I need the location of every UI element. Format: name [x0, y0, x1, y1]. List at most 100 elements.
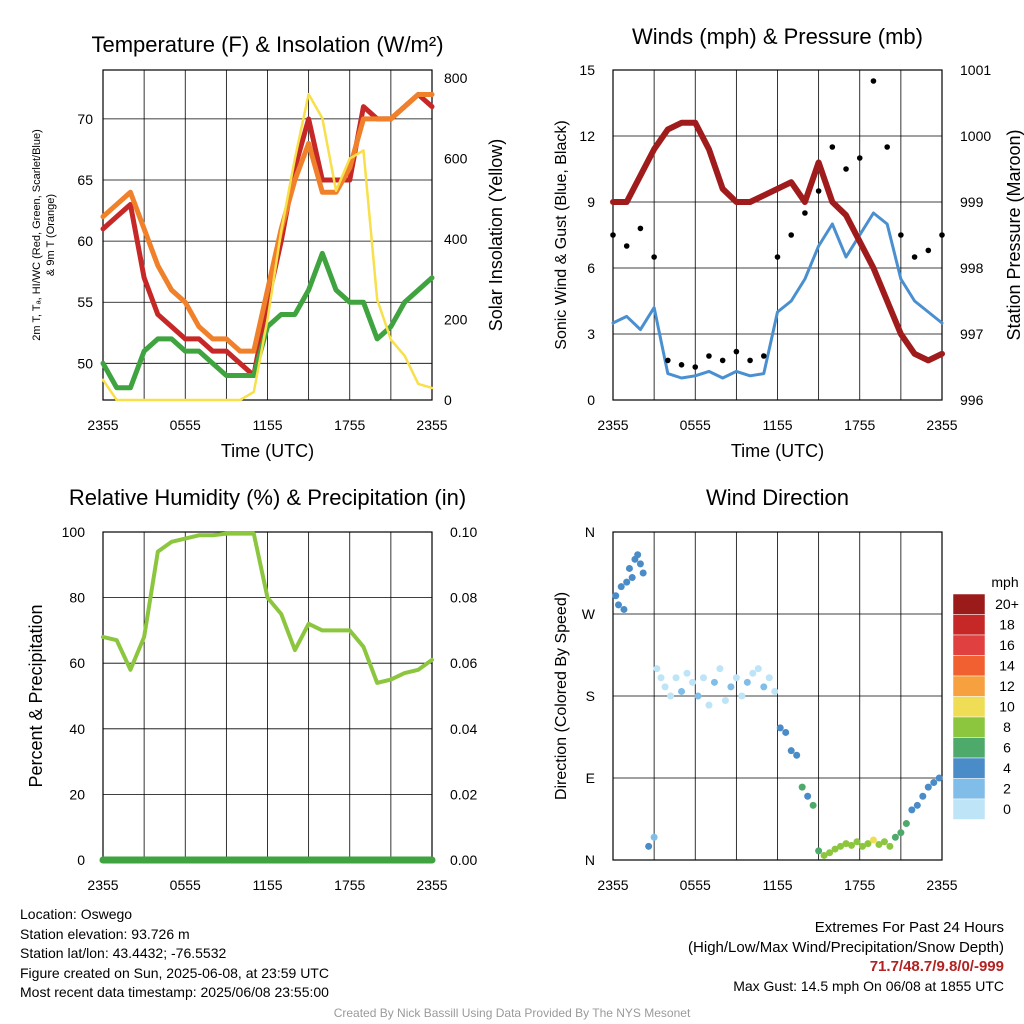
x-tick-label: 1155 [252, 417, 282, 433]
legend-swatch [952, 737, 986, 759]
legend-label: 14 [999, 658, 1015, 674]
x-tick-label: 0555 [680, 417, 711, 433]
y2-tick-label: 800 [444, 70, 468, 86]
series-line-green [100, 250, 435, 391]
gust-point [939, 232, 945, 238]
direction-point [672, 674, 680, 682]
gust-point [856, 155, 863, 161]
direction-point [645, 842, 653, 850]
gust-point [623, 243, 630, 249]
direction-point [754, 665, 762, 673]
legend-label: 6 [1003, 740, 1011, 756]
direction-point [657, 674, 665, 682]
gust-point [637, 225, 644, 232]
y-tick-label: 60 [77, 233, 93, 249]
direction-point [653, 665, 661, 673]
legend-swatch [952, 634, 986, 656]
direction-point [765, 674, 773, 682]
gust-point [706, 353, 712, 359]
direction-point [721, 697, 729, 705]
y-tick-label: 15 [579, 62, 595, 78]
direction-point [771, 687, 779, 695]
y2-tick-label: 200 [444, 312, 468, 328]
gust-point [870, 78, 877, 84]
panel2-title: Winds (mph) & Pressure (mb) [632, 24, 923, 49]
direction-point [623, 578, 631, 586]
y-tick-label: 9 [587, 194, 595, 210]
direction-point [913, 801, 921, 809]
recent-text: Most recent data timestamp: 2025/06/08 2… [20, 984, 329, 1000]
direction-point [924, 783, 932, 791]
credit-text: Created By Nick Bassill Using Data Provi… [333, 1006, 691, 1020]
y2-tick-label: 999 [960, 194, 984, 210]
direction-point [919, 792, 927, 800]
panel2-ylabel2: Station Pressure (Maroon) [1004, 129, 1024, 340]
direction-point [716, 665, 724, 673]
y-tick-label: 65 [77, 172, 93, 188]
legend-swatch [952, 614, 986, 636]
direction-point [842, 840, 850, 848]
y-tick-label: 100 [62, 524, 86, 540]
legend-label: 12 [999, 678, 1015, 694]
legend-swatch [952, 716, 986, 738]
direction-point [869, 836, 877, 844]
y2-tick-label: 1000 [960, 128, 991, 144]
legend-swatch [952, 778, 986, 800]
direction-point [639, 569, 647, 577]
gust-point [774, 254, 781, 260]
direction-point [667, 692, 675, 700]
gust-point [665, 357, 671, 364]
panel2-xlabel: Time (UTC) [731, 441, 824, 461]
direction-point [880, 838, 888, 846]
legend-swatch [952, 675, 986, 697]
direction-point [710, 678, 718, 686]
y2-tick-label: 600 [444, 151, 468, 167]
extremes-info: Extremes For Past 24 Hours (High/Low/Max… [688, 918, 1004, 996]
legend-swatch [952, 696, 986, 718]
x-tick-label: 0555 [170, 417, 201, 433]
station-info: Location: Oswego Station elevation: 93.7… [20, 905, 329, 1003]
gust-point [733, 348, 740, 355]
x-tick-label: 1755 [844, 877, 875, 893]
x-tick-label: 1155 [762, 417, 792, 433]
legend-label: 10 [999, 699, 1015, 715]
y-tick-label: 12 [579, 128, 595, 144]
direction-point [902, 820, 910, 828]
y-tick-label: 0 [587, 392, 595, 408]
direction-point [738, 692, 746, 700]
gust-point [843, 166, 849, 172]
direction-point [831, 845, 839, 853]
panel1-ylabel-1: 2m T, Tₐ, HI/WC (Red, Green, Scarlet/Blu… [31, 129, 43, 341]
series-line-orange [100, 91, 435, 354]
legend-title: mph [991, 574, 1018, 590]
gust-point [719, 357, 726, 364]
y2-tick-label: 1001 [960, 62, 991, 78]
panel3-title: Relative Humidity (%) & Precipitation (i… [69, 485, 466, 510]
direction-point [908, 806, 916, 814]
gust-point [692, 364, 699, 370]
gust-point [788, 232, 795, 238]
direction-point [776, 724, 784, 732]
gust-point [678, 362, 685, 368]
direction-point [705, 701, 713, 709]
direction-point [617, 583, 625, 591]
gust-point [911, 254, 918, 260]
direction-point [897, 829, 905, 837]
direction-point [858, 842, 866, 850]
direction-point [678, 687, 686, 695]
y-tick-label: 3 [587, 326, 595, 342]
y-tick-label: 55 [77, 294, 93, 310]
panel4-ylabel: Direction (Colored By Speed) [553, 592, 570, 800]
direction-point [634, 551, 642, 559]
panel1-title: Temperature (F) & Insolation (W/m²) [91, 32, 443, 57]
direction-point [798, 783, 806, 791]
direction-point [793, 751, 801, 759]
x-tick-label: 1155 [252, 877, 282, 893]
y-tick-label: 60 [69, 655, 85, 671]
x-tick-label: 2355 [416, 417, 447, 433]
y2-tick-label: 997 [960, 326, 984, 342]
direction-point [636, 560, 644, 568]
direction-point [699, 674, 707, 682]
x-tick-label: 2355 [926, 877, 957, 893]
x-tick-label: 2355 [926, 417, 957, 433]
